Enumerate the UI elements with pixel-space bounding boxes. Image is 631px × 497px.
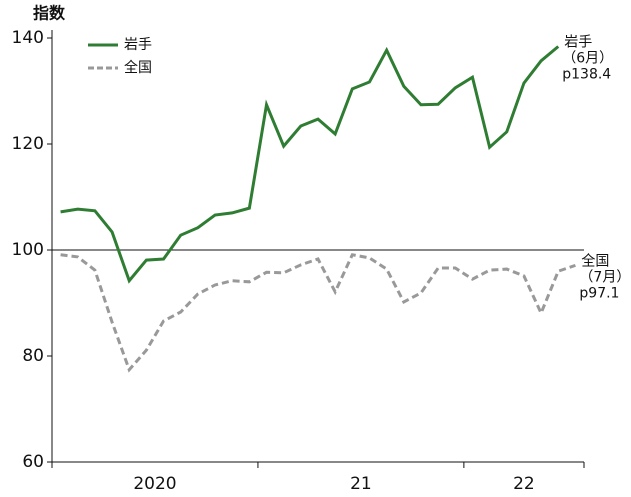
y-tick-label: 120: [12, 134, 44, 154]
y-axis-label: 指数: [33, 4, 66, 23]
y-tick-label: 140: [12, 28, 44, 48]
legend-label: 岩手: [124, 37, 152, 53]
end-annotation: p138.4: [562, 66, 611, 82]
x-period-label: 2020: [133, 474, 176, 494]
y-tick-label: 80: [22, 346, 44, 366]
series-line: [60, 45, 560, 284]
x-period-label: 22: [513, 474, 535, 494]
end-annotation: （6月）: [562, 50, 613, 66]
y-tick-label: 100: [12, 240, 44, 260]
x-period-label: 21: [350, 474, 372, 494]
series-line: [60, 253, 576, 373]
end-annotation: p97.1: [579, 285, 619, 301]
y-tick-label: 60: [22, 452, 44, 472]
end-annotation: 全国: [581, 252, 609, 269]
end-annotation: 岩手: [564, 34, 592, 50]
legend-label: 全国: [124, 59, 152, 76]
end-annotation: （7月）: [579, 269, 630, 285]
